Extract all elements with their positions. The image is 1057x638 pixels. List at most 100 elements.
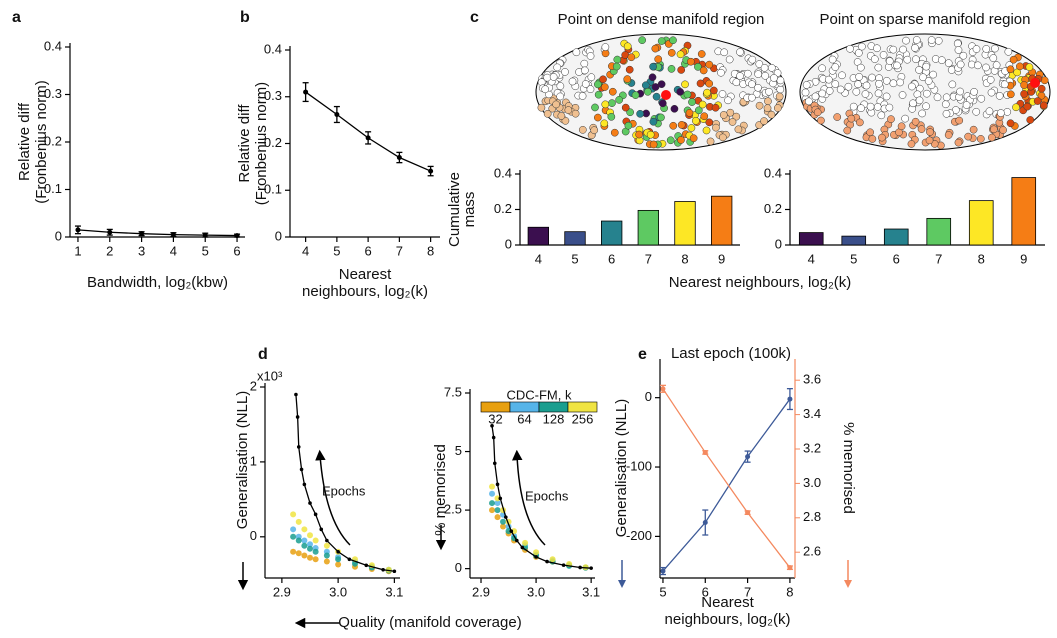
point <box>290 548 297 555</box>
legend-label: 256 <box>572 411 594 426</box>
manifold-point <box>736 72 744 80</box>
manifold-point <box>982 45 991 53</box>
manifold-point <box>831 80 840 88</box>
manifold-point <box>836 85 845 94</box>
x-axis-label: Nearest <box>339 266 392 283</box>
point <box>494 500 501 507</box>
manifold-point <box>811 92 820 101</box>
bar <box>883 228 909 246</box>
manifold-point <box>711 103 720 112</box>
marker <box>308 501 312 505</box>
x-axis-label: neighbours, log₂(k) <box>665 611 791 628</box>
manifold-point <box>889 79 898 88</box>
line <box>491 425 592 569</box>
y-axis-label: Generalisation (NLL) <box>613 399 630 537</box>
manifold-point <box>705 118 714 127</box>
manifold-point <box>760 117 768 125</box>
point <box>489 490 496 497</box>
manifold-point <box>557 112 566 120</box>
manifold-point <box>703 88 711 97</box>
manifold-point <box>627 53 636 62</box>
marker <box>515 538 519 543</box>
x-tick-label: 4 <box>535 251 542 266</box>
manifold-point <box>924 77 933 85</box>
manifold-point <box>676 88 685 96</box>
y-tick-label: 1 <box>250 453 257 468</box>
bar <box>674 201 696 246</box>
marker <box>509 529 514 533</box>
manifold-point <box>847 114 856 123</box>
annotation: Epochs <box>322 483 366 498</box>
manifold-point <box>590 126 599 135</box>
manifold-point <box>625 65 634 74</box>
marker <box>545 559 549 564</box>
panel-letter: c <box>470 9 479 26</box>
manifold-point <box>942 109 951 118</box>
bar <box>637 209 659 246</box>
manifold-point <box>600 119 609 128</box>
manifold-point <box>866 102 875 111</box>
manifold-point <box>875 79 883 88</box>
manifold-point <box>638 36 647 45</box>
manifold-point <box>885 103 894 112</box>
manifold-point <box>549 73 558 81</box>
legend-label: 64 <box>517 411 531 426</box>
point <box>307 532 313 539</box>
manifold-point <box>1033 97 1042 105</box>
manifold-point <box>687 124 696 132</box>
marker <box>490 423 494 428</box>
x-tick-label: 5 <box>850 251 857 266</box>
x-tick-label: 3 <box>138 243 145 258</box>
bar <box>841 235 867 246</box>
manifold-point <box>607 112 616 121</box>
manifold-point <box>899 45 907 54</box>
manifold-point <box>969 125 978 134</box>
manifold-point <box>572 48 581 57</box>
manifold-point <box>748 55 757 64</box>
manifold-point <box>754 70 763 78</box>
point <box>500 518 507 525</box>
chart-title: Last epoch (100k) <box>671 345 791 362</box>
marker <box>139 231 145 237</box>
manifold-point <box>691 116 700 125</box>
y-tick-label: -200 <box>626 528 652 543</box>
manifold-point <box>1037 84 1046 93</box>
y2-tick-label: 3.0 <box>803 475 821 490</box>
manifold-point <box>877 111 886 120</box>
y-tick-label: 0.1 <box>264 182 282 197</box>
epochs-arrow <box>511 449 546 546</box>
point <box>494 495 501 502</box>
manifold-point <box>974 61 982 70</box>
point <box>533 549 540 556</box>
manifold-point <box>755 60 764 68</box>
line <box>295 394 395 572</box>
x-tick-label: 7 <box>645 251 652 266</box>
manifold-point <box>717 68 725 77</box>
x-tick-label: 6 <box>702 584 709 599</box>
query-point <box>1030 78 1040 88</box>
marker <box>495 482 500 487</box>
point <box>312 537 319 544</box>
manifold-point <box>578 125 587 134</box>
manifold-point <box>922 102 930 111</box>
y2-tick-label: 3.2 <box>803 440 821 455</box>
marker <box>745 510 751 516</box>
y-tick-label: 0 <box>250 528 257 543</box>
manifold-point <box>947 66 956 74</box>
point <box>290 533 297 540</box>
manifold-point <box>1020 81 1028 89</box>
manifold-point <box>893 61 901 70</box>
marker <box>319 527 324 532</box>
manifold-point <box>677 136 685 144</box>
y-tick-label: 0.2 <box>494 201 512 216</box>
marker <box>234 233 240 239</box>
manifold-point <box>732 78 741 87</box>
manifold-point <box>580 59 589 68</box>
manifold-point <box>861 90 870 98</box>
manifold-point <box>856 118 864 127</box>
manifold-point <box>552 100 560 109</box>
marker <box>787 565 793 571</box>
y-axis-label: % memorised <box>432 444 449 536</box>
x-tick-label: 6 <box>365 243 372 258</box>
manifold-point <box>882 92 891 101</box>
